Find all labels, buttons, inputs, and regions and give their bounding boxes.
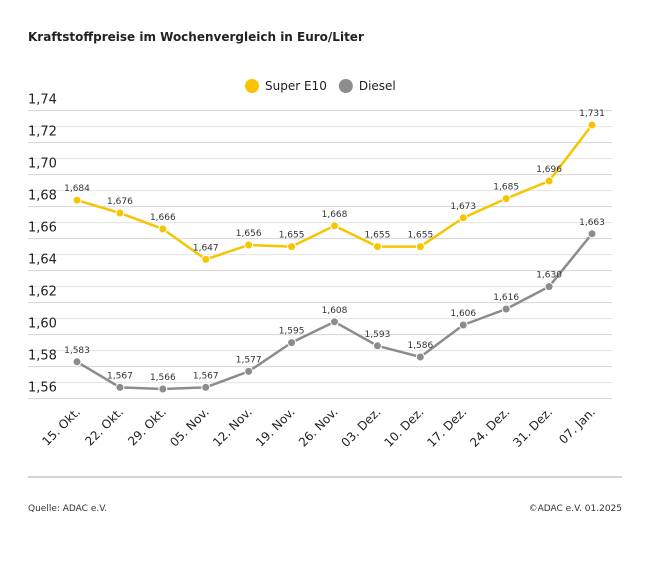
x-tick-label: 31. Dez. <box>510 405 555 450</box>
y-tick-label: 1,74 <box>28 93 57 108</box>
data-point <box>287 242 297 252</box>
x-tick-label: 19. Nov. <box>253 405 298 450</box>
data-point <box>415 242 425 252</box>
data-point <box>501 304 511 314</box>
x-tick-label: 10. Dez. <box>381 405 426 450</box>
x-tick-label: 15. Okt. <box>39 405 83 449</box>
copyright: ©ADAC e.V. 01.2025 <box>529 504 622 514</box>
value-label: 1,655 <box>365 231 391 241</box>
data-point <box>415 352 425 362</box>
value-label: 1,731 <box>579 109 605 119</box>
x-tick-label: 05. Nov. <box>167 405 212 450</box>
data-point <box>201 382 211 392</box>
x-tick-label: 24. Dez. <box>467 405 512 450</box>
data-point <box>72 195 82 205</box>
y-tick-label: 1,56 <box>28 381 57 396</box>
data-point <box>158 224 168 234</box>
value-label: 1,566 <box>150 373 176 383</box>
y-tick-label: 1,70 <box>28 157 57 172</box>
data-point <box>72 357 82 367</box>
data-point <box>372 242 382 252</box>
source: Quelle: ADAC e.V. <box>28 504 107 514</box>
value-label: 1,676 <box>107 197 133 207</box>
data-point <box>372 341 382 351</box>
data-point <box>544 282 554 292</box>
y-tick-label: 1,66 <box>28 221 57 236</box>
x-tick-label: 17. Dez. <box>424 405 469 450</box>
data-point <box>544 176 554 186</box>
value-label: 1,567 <box>193 371 219 381</box>
data-point <box>287 338 297 348</box>
y-tick-label: 1,60 <box>28 317 57 332</box>
value-label: 1,616 <box>493 293 519 303</box>
x-tick-label: 29. Okt. <box>125 405 169 449</box>
value-label: 1,608 <box>322 306 348 316</box>
value-label: 1,567 <box>107 371 133 381</box>
value-label: 1,630 <box>536 271 562 281</box>
y-tick-label: 1,72 <box>28 125 57 140</box>
data-point <box>587 120 597 130</box>
value-label: 1,656 <box>236 229 262 239</box>
x-tick-label: 12. Nov. <box>210 405 255 450</box>
value-label: 1,655 <box>407 231 433 241</box>
data-point <box>244 240 254 250</box>
x-tick-label: 03. Dez. <box>339 405 384 450</box>
value-label: 1,666 <box>150 213 176 223</box>
data-point <box>587 229 597 239</box>
x-tick-label: 22. Okt. <box>82 405 126 449</box>
value-label: 1,606 <box>450 309 476 319</box>
data-point <box>158 384 168 394</box>
y-tick-label: 1,62 <box>28 285 57 300</box>
value-label: 1,696 <box>536 165 562 175</box>
value-label: 1,685 <box>493 183 519 193</box>
value-label: 1,583 <box>64 346 90 356</box>
data-point <box>244 366 254 376</box>
x-tick-label: 26. Nov. <box>296 405 341 450</box>
value-label: 1,586 <box>407 341 433 351</box>
data-point <box>330 221 339 231</box>
chart-title: Kraftstoffpreise im Wochenvergleich in E… <box>28 30 364 44</box>
data-point <box>115 208 125 218</box>
value-label: 1,668 <box>322 210 348 220</box>
data-point <box>458 213 468 223</box>
legend-label: Diesel <box>359 79 396 93</box>
data-point <box>115 382 125 392</box>
legend-marker <box>338 79 353 93</box>
x-tick-label: 07. Jan. <box>556 405 598 447</box>
value-label: 1,595 <box>279 327 305 337</box>
y-tick-label: 1,58 <box>28 349 57 364</box>
value-label: 1,647 <box>193 243 219 253</box>
value-label: 1,577 <box>236 355 262 365</box>
y-tick-label: 1,64 <box>28 253 57 268</box>
data-point <box>201 254 211 264</box>
value-label: 1,663 <box>579 218 605 228</box>
data-point <box>330 317 339 327</box>
y-tick-label: 1,68 <box>28 189 57 204</box>
value-label: 1,684 <box>64 184 90 194</box>
value-label: 1,593 <box>365 330 391 340</box>
data-point <box>501 194 511 204</box>
data-point <box>458 320 468 330</box>
value-label: 1,655 <box>279 231 305 241</box>
legend-marker <box>245 79 259 93</box>
value-label: 1,673 <box>450 202 476 212</box>
legend-label: Super E10 <box>265 79 327 93</box>
